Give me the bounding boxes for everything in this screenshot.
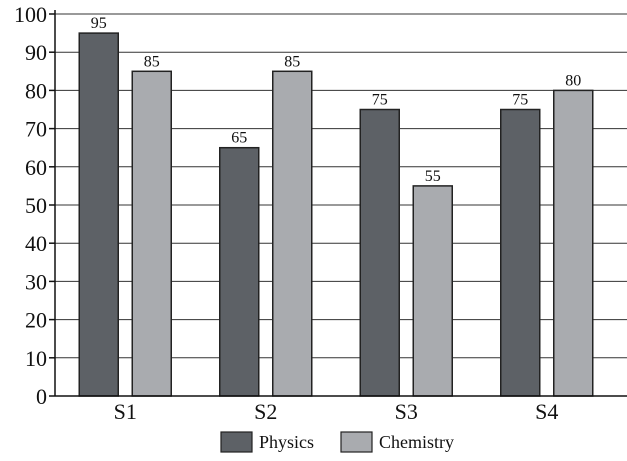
y-tick-label: 100 — [14, 2, 47, 27]
bars — [78, 32, 594, 397]
data-label: 95 — [91, 15, 107, 32]
y-tick-label: 90 — [25, 40, 47, 65]
y-tick-label: 50 — [25, 193, 47, 218]
legend-label-chemistry: Chemistry — [379, 432, 454, 452]
x-tick-label: S1 — [114, 399, 137, 424]
legend-swatch-chemistry — [340, 431, 373, 453]
bar-chemistry-s4 — [553, 89, 594, 397]
labels: 0 10 20 30 40 50 60 70 80 90 100 95 85 S1 65 85 S2 75 55 S3… — [14, 2, 581, 424]
x-tick-label: S3 — [395, 399, 418, 424]
bar-chemistry-s2 — [272, 70, 313, 397]
y-tick-label: 30 — [25, 269, 47, 294]
data-label: 75 — [372, 92, 388, 109]
legend: Physics Chemistry — [220, 431, 454, 453]
y-tick-label: 70 — [25, 117, 47, 142]
y-tick-label: 0 — [36, 384, 47, 409]
legend-label-physics: Physics — [259, 432, 314, 452]
bar-chemistry-s3 — [412, 185, 453, 397]
bar-physics-s1 — [78, 32, 119, 397]
data-label: 85 — [144, 53, 160, 70]
data-label: 65 — [231, 130, 247, 147]
axes — [49, 10, 627, 397]
y-tick-label: 40 — [25, 231, 47, 256]
y-tick-label: 80 — [25, 78, 47, 103]
y-tick-label: 20 — [25, 308, 47, 333]
data-label: 80 — [565, 72, 581, 89]
data-label: 85 — [284, 53, 300, 70]
bar-physics-s3 — [359, 108, 400, 397]
x-tick-label: S4 — [535, 399, 558, 424]
bar-physics-s4 — [500, 108, 541, 397]
bar-chemistry-s1 — [131, 70, 172, 397]
y-tick-label: 60 — [25, 155, 47, 180]
data-label: 55 — [425, 168, 441, 185]
legend-swatch-physics — [220, 431, 253, 453]
bar-physics-s2 — [219, 146, 260, 397]
x-tick-label: S2 — [254, 399, 277, 424]
y-tick-label: 10 — [25, 346, 47, 371]
data-label: 75 — [512, 92, 528, 109]
